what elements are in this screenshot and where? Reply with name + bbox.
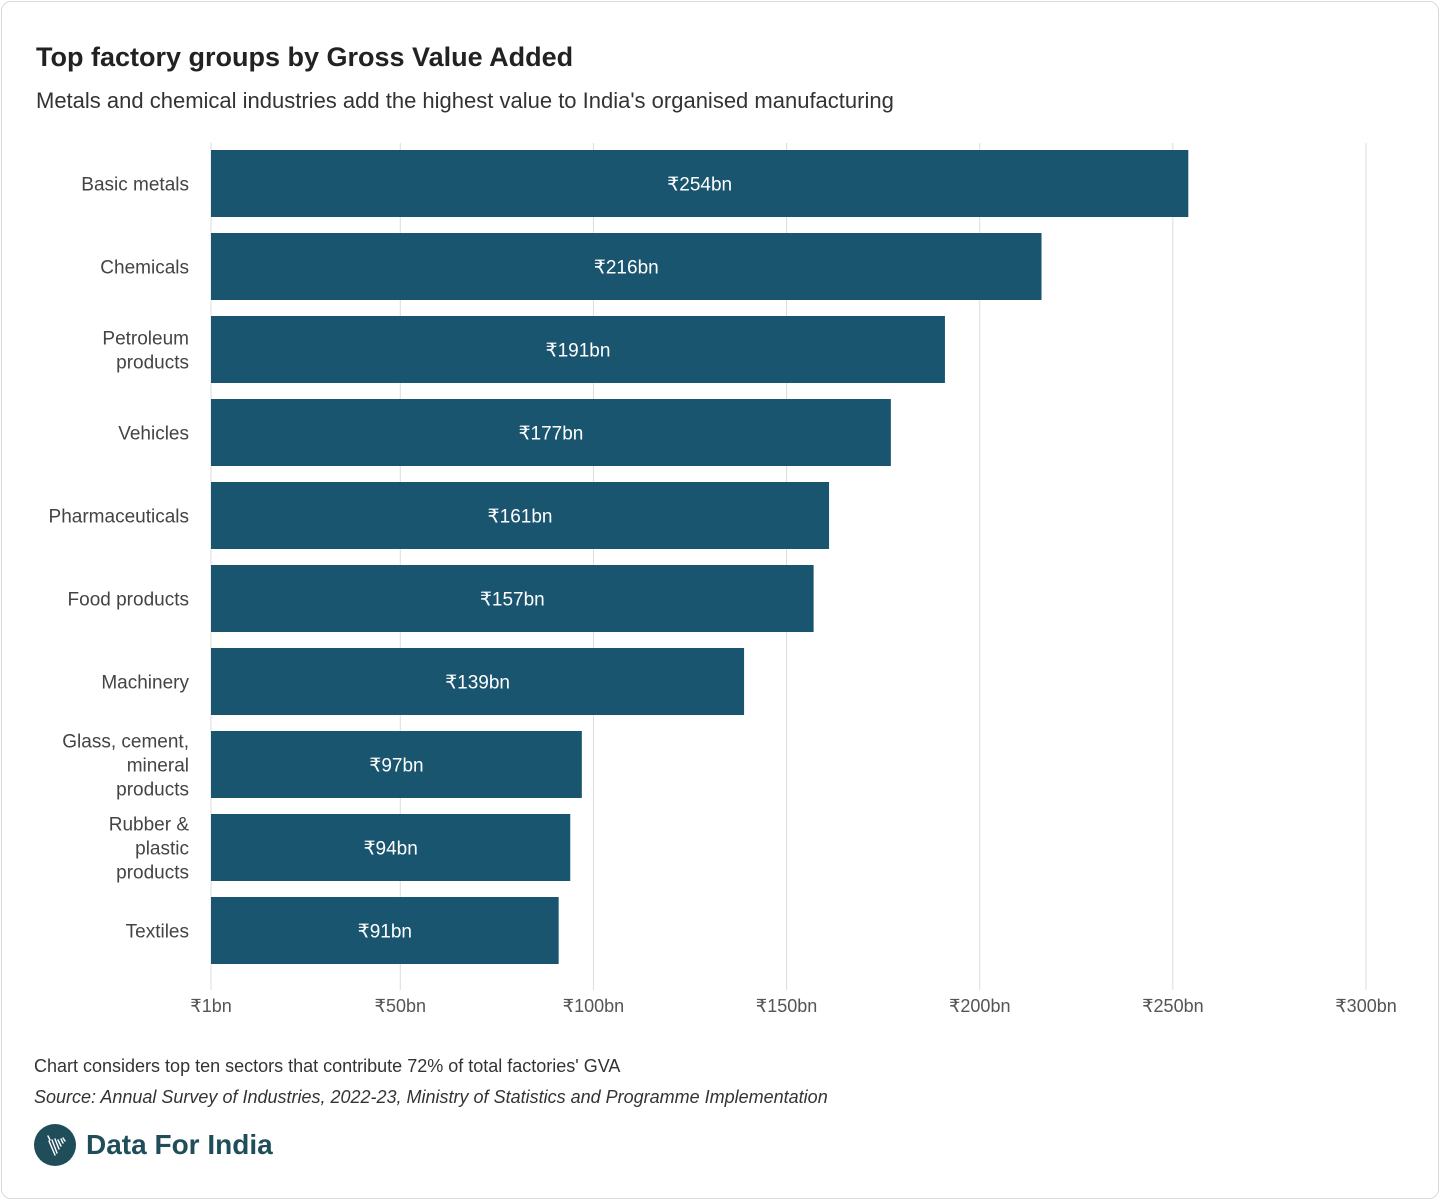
- bar-chart: ₹1bn ₹50bn ₹100bn ₹150bn ₹200bn ₹250bn ₹300bn ₹…: [49, 143, 1397, 1016]
- bar: [211, 731, 582, 798]
- brand-name: Data For India: [86, 1129, 273, 1160]
- x-tick-label: ₹100bn: [563, 996, 625, 1016]
- bar: [211, 233, 1042, 300]
- category-label: products: [116, 353, 189, 374]
- x-tick-label: ₹250bn: [1142, 996, 1204, 1016]
- bar: [211, 316, 945, 383]
- x-tick-label: ₹50bn: [375, 996, 427, 1016]
- category-label: Pharmaceuticals: [49, 507, 189, 528]
- category-label: Chemicals: [100, 258, 189, 279]
- category-label: Basic metals: [81, 175, 189, 196]
- category-label: Rubber &: [109, 815, 190, 836]
- data-label: ₹191bn: [546, 341, 611, 362]
- data-label: ₹91bn: [358, 922, 412, 943]
- category-label: Vehicles: [118, 424, 189, 445]
- category-label: products: [116, 780, 189, 801]
- data-label: ₹97bn: [369, 756, 423, 777]
- category-label: Food products: [68, 590, 189, 611]
- category-label: plastic: [135, 839, 189, 860]
- category-label: products: [116, 863, 189, 884]
- data-label: ₹216bn: [594, 258, 659, 279]
- x-tick-label: ₹300bn: [1335, 996, 1397, 1016]
- x-tick-label: ₹150bn: [756, 996, 818, 1016]
- data-label: ₹139bn: [445, 673, 510, 694]
- bar: [211, 897, 559, 964]
- data-label: ₹157bn: [480, 590, 545, 611]
- bar: [211, 399, 891, 466]
- chart-note: Chart considers top ten sectors that con…: [34, 1056, 621, 1076]
- data-label: ₹161bn: [488, 507, 553, 528]
- bar: [211, 565, 814, 632]
- data-label: ₹254bn: [667, 175, 732, 196]
- data-label: ₹177bn: [518, 424, 583, 445]
- chart-source: Source: Annual Survey of Industries, 202…: [34, 1087, 828, 1107]
- chart-title: Top factory groups by Gross Value Added: [36, 42, 574, 72]
- category-label: Textiles: [126, 922, 189, 943]
- brand-logo: Data For India: [34, 1124, 273, 1166]
- category-label: Petroleum: [102, 329, 189, 350]
- data-label: ₹94bn: [363, 839, 417, 860]
- bar: [211, 814, 571, 881]
- india-map-logo-icon: [34, 1124, 76, 1166]
- bar: [211, 482, 830, 549]
- category-label: Machinery: [101, 673, 189, 694]
- chart-subtitle: Metals and chemical industries add the h…: [36, 88, 894, 113]
- x-tick-label: ₹1bn: [190, 996, 231, 1016]
- category-label: Glass, cement,: [62, 732, 189, 753]
- bar: [211, 150, 1189, 217]
- bar: [211, 648, 745, 715]
- x-tick-label: ₹200bn: [949, 996, 1011, 1016]
- category-label: mineral: [127, 756, 189, 777]
